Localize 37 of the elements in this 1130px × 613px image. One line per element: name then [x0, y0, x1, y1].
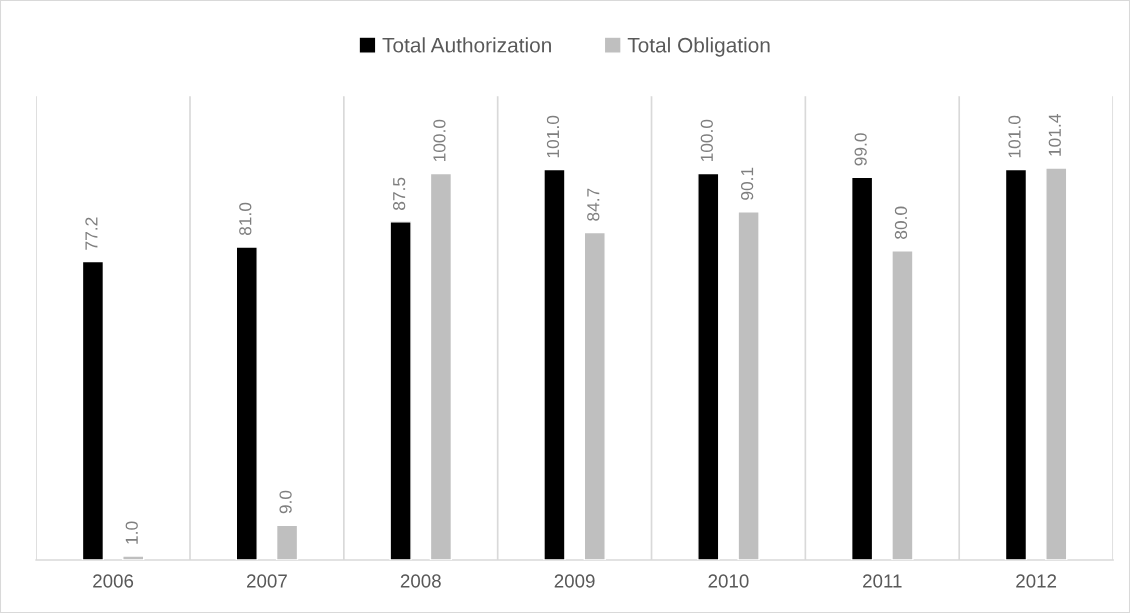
data-label: 80.0: [894, 206, 908, 239]
data-label: 9.0: [279, 490, 292, 514]
bar: [737, 211, 760, 560]
bar: [543, 168, 566, 560]
x-tick-label: 2008: [400, 574, 441, 588]
bar: [389, 221, 412, 560]
data-label: 90.1: [740, 167, 754, 200]
data-label: 77.2: [85, 217, 98, 250]
bar: [429, 172, 453, 560]
data-label: 101.4: [1048, 114, 1061, 156]
bar: [235, 246, 258, 560]
bar: [275, 524, 299, 560]
bar: [81, 260, 105, 560]
bar: [1045, 167, 1068, 560]
data-label: 87.5: [392, 177, 406, 210]
x-tick-label: 2010: [708, 574, 749, 588]
data-label: 81.0: [239, 202, 252, 236]
data-label: 84.7: [587, 188, 600, 221]
x-tick-label: 2012: [1016, 574, 1057, 588]
data-label: 99.0: [854, 133, 867, 166]
bar: [850, 176, 874, 560]
bar: [1004, 168, 1028, 560]
legend-label: Total Obligation: [627, 37, 770, 57]
data-label: 1.0: [125, 521, 138, 544]
x-tick-label: 2011: [863, 574, 902, 588]
data-label: 101.0: [1008, 115, 1021, 158]
bar: [697, 172, 720, 560]
data-label: 100.0: [433, 119, 446, 162]
bar: [891, 250, 914, 560]
data-label: 100.0: [700, 119, 713, 162]
legend-label: Total Authorization: [382, 37, 551, 53]
x-tick-label: 2006: [93, 574, 134, 588]
bar: [583, 231, 606, 560]
data-label: 101.0: [546, 115, 560, 158]
x-tick-label: 2007: [247, 574, 287, 588]
x-tick-label: 2009: [554, 574, 595, 588]
bar: [122, 555, 145, 560]
